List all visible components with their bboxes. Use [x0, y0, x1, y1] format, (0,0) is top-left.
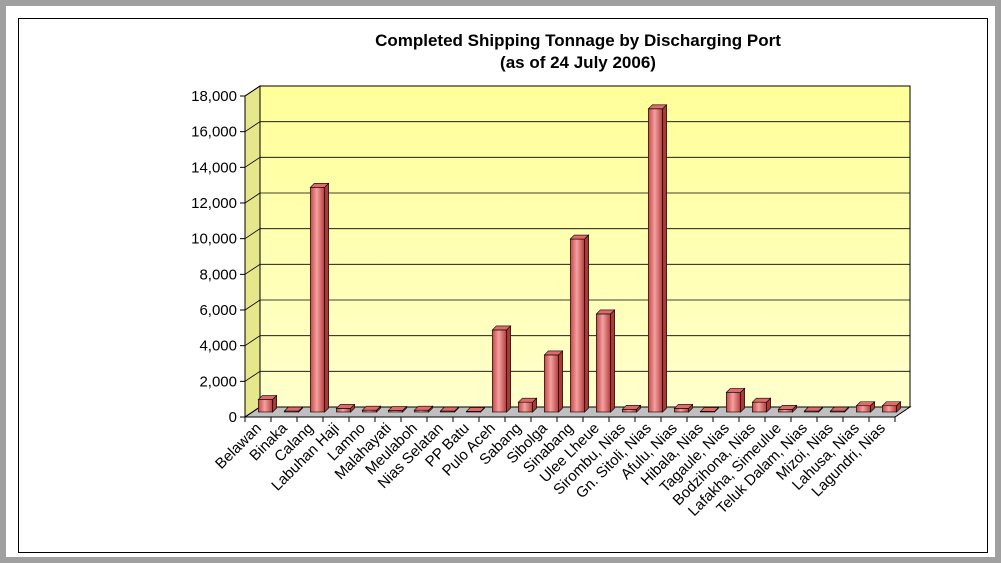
y-tick-label: 18,000: [191, 88, 237, 105]
bar-side: [636, 404, 641, 413]
bar-front: [518, 401, 533, 413]
bar: [829, 406, 850, 413]
bar: [647, 104, 668, 413]
bar-side: [506, 325, 511, 413]
y-tick-label: 10,000: [191, 231, 237, 248]
bar-side: [402, 405, 407, 413]
y-tick-label: 12,000: [191, 195, 237, 212]
grid-line-side: [244, 121, 261, 132]
bar: [855, 401, 876, 413]
bar-front: [856, 405, 871, 413]
grid-line-side: [244, 406, 261, 418]
bar-side: [688, 403, 693, 413]
bar: [491, 325, 512, 413]
grid-line-side: [244, 228, 261, 239]
bar: [335, 403, 356, 413]
bar-front: [752, 401, 767, 413]
bar-side: [298, 406, 303, 413]
bar-front: [570, 238, 585, 413]
y-tick-label: 16,000: [191, 124, 237, 141]
bar-front: [674, 408, 689, 413]
bar-side: [662, 104, 667, 413]
bar-side: [792, 404, 797, 413]
bar-side: [584, 234, 589, 413]
bar-side: [532, 397, 537, 413]
bar-side: [350, 403, 355, 413]
bar: [595, 309, 616, 413]
bar: [699, 406, 720, 413]
y-tick-label: 14,000: [191, 159, 237, 176]
bar-front: [310, 187, 325, 413]
bar: [439, 406, 460, 413]
chart-title: Completed Shipping Tonnage by Dischargin…: [375, 31, 781, 50]
grid-line-side: [244, 371, 261, 382]
bar-side: [870, 401, 875, 413]
bar-side: [610, 309, 615, 413]
bar: [621, 404, 642, 413]
chart-subtitle: (as of 24 July 2006): [500, 53, 656, 72]
bar-front: [258, 399, 273, 413]
bar-side: [272, 394, 277, 413]
grid-line-side: [244, 85, 261, 97]
bar-side: [818, 406, 823, 413]
bar: [361, 405, 382, 413]
grid-line-side: [244, 264, 261, 275]
bar: [725, 387, 746, 413]
bar-side: [740, 387, 745, 413]
y-tick-label: 8,000: [199, 266, 237, 283]
bar: [569, 234, 590, 413]
bar: [777, 404, 798, 413]
bar: [673, 403, 694, 413]
bar: [751, 397, 772, 413]
bar-side: [844, 406, 849, 413]
side-wall: [244, 85, 261, 418]
y-tick-label: 2,000: [199, 373, 237, 390]
bar-side: [454, 406, 459, 413]
bar-side: [376, 405, 381, 413]
bar-front: [726, 392, 741, 413]
y-tick-label: 6,000: [199, 302, 237, 319]
bar-front: [648, 108, 663, 413]
bar-front: [596, 313, 611, 413]
bar-front: [336, 408, 351, 413]
bar: [257, 394, 278, 413]
bar: [309, 182, 330, 413]
bar: [465, 406, 486, 413]
bar: [413, 405, 434, 413]
bar-side: [766, 397, 771, 413]
bar-front: [778, 409, 793, 413]
bar-front: [882, 405, 897, 413]
bar-side: [480, 406, 485, 413]
grid-line-side: [244, 192, 261, 204]
grid-line-side: [244, 335, 261, 346]
bar-side: [714, 406, 719, 413]
y-tick-label: 0: [229, 409, 237, 426]
bar-side: [324, 182, 329, 413]
bar: [543, 350, 564, 413]
grid-line-side: [244, 157, 261, 168]
y-tick-label: 4,000: [199, 338, 237, 355]
bar-side: [558, 350, 563, 413]
bar: [881, 401, 902, 413]
grid-line-side: [244, 299, 261, 311]
bar-front: [544, 354, 559, 413]
bar: [803, 406, 824, 413]
bar-front: [492, 329, 507, 413]
bar-front: [622, 409, 637, 413]
bar-side: [428, 405, 433, 413]
bar: [283, 406, 304, 413]
bar-side: [896, 401, 901, 413]
bar: [387, 405, 408, 413]
bar: [517, 397, 538, 413]
